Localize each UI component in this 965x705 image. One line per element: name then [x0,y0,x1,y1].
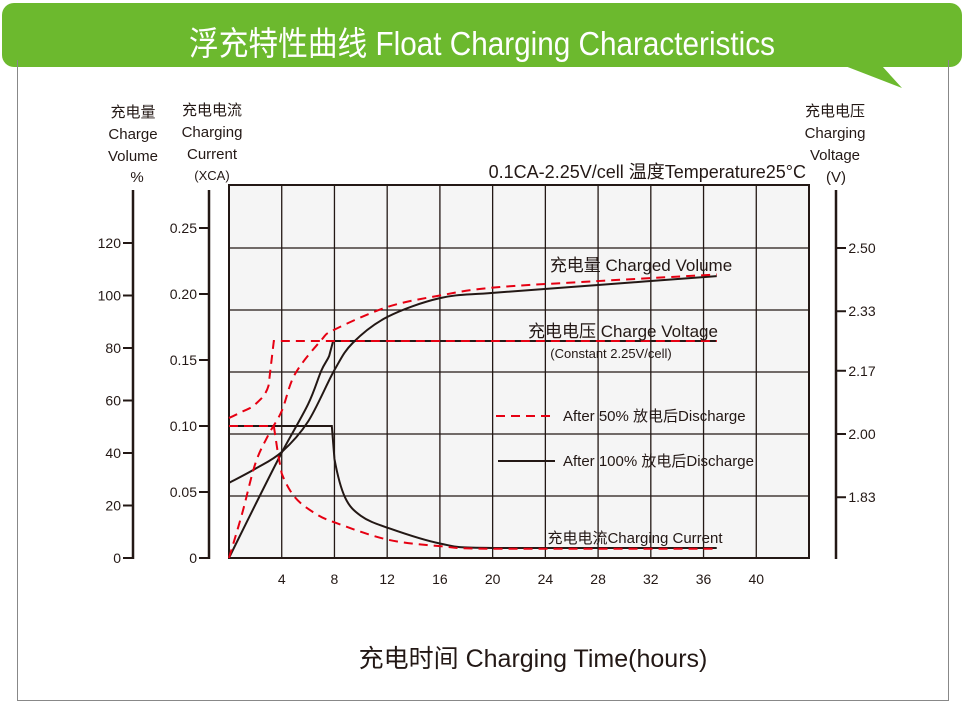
legend-label-100: After 100% 放电后Discharge [563,453,754,470]
title-banner: 浮充特性曲线 Float Charging Characteristics [2,3,962,67]
chart-frame [17,60,949,701]
axes: 4 8 12 16 20 24 28 32 36 40 0 20 40 60 80 100 120 0 0.05 0.… [98,190,876,587]
series-100pct-voltage-line [228,340,717,559]
current-axis-label-en2: Current [187,146,238,163]
current-axis-label-cn: 充电电流 [182,102,242,119]
annotation-constant-voltage: (Constant 2.25V/cell) [550,346,671,361]
banner-tail [845,66,902,88]
volume-tick-label: 100 [98,288,122,304]
x-tick-label: 20 [485,571,501,587]
x-tick-label: 4 [278,571,286,587]
voltage-axis-label-cn: 充电电压 [805,103,865,120]
voltage-tick-label: 2.00 [848,426,875,442]
chart-title: 0.1CA-2.25V/cell 温度Temperature25°C [489,162,806,182]
current-tick-label: 0.05 [170,484,197,500]
current-tick-label: 0.20 [170,286,197,302]
voltage-tick-label: 1.83 [848,489,875,505]
voltage-tick-label: 2.17 [848,363,875,379]
voltage-tick-label: 2.50 [848,240,875,256]
series-100pct-volume-line [228,275,717,484]
series-50pct-volume-line [228,273,717,559]
banner-title: 浮充特性曲线 Float Charging Characteristics [189,25,775,62]
annotation-charge-voltage: 充电电压 Charge Voltage [528,322,718,341]
volume-tick-label: 120 [98,235,122,251]
curves [228,273,717,559]
volume-axis-header: 充电量 Charge Volume % [108,104,158,186]
current-tick-label: 0 [189,550,197,566]
volume-tick-label: 60 [105,393,121,409]
voltage-axis-unit: (V) [826,169,846,186]
x-tick-label: 32 [643,571,659,587]
x-tick-label: 40 [748,571,764,587]
voltage-axis-header: 充电电压 Charging Voltage (V) [805,103,866,186]
voltage-tick-label: 2.33 [848,303,875,319]
current-tick-label: 0.25 [170,220,197,236]
legend-label-50: After 50% 放电后Discharge [563,408,746,425]
volume-axis-unit: % [130,169,143,186]
x-tick-label: 8 [331,571,339,587]
series-100pct-current-line [229,425,717,549]
volume-tick-label: 40 [105,445,121,461]
voltage-axis-label-en1: Charging [805,125,866,142]
volume-tick-label: 20 [105,498,121,514]
x-tick-label: 24 [538,571,554,587]
legend: After 50% 放电后Discharge After 100% 放电后Dis… [496,408,754,470]
volume-tick-label: 80 [105,340,121,356]
current-tick-label: 0.10 [170,418,197,434]
volume-axis-label-en1: Charge [108,126,157,143]
x-tick-label: 12 [379,571,395,587]
volume-axis-label-en2: Volume [108,148,158,165]
x-tick-label: 36 [696,571,712,587]
voltage-axis-label-en2: Voltage [810,147,860,164]
current-tick-label: 0.15 [170,352,197,368]
x-axis-title: 充电时间 Charging Time(hours) [359,645,708,673]
current-axis-header: 充电电流 Charging Current (XCA) [182,102,243,183]
current-axis-unit: (XCA) [194,168,229,183]
series-50pct-voltage-line [228,340,717,419]
volume-tick-label: 0 [113,550,121,566]
annotation-charging-current: 充电电流Charging Current [547,530,723,547]
annotation-charged-volume: 充电量 Charged Volume [550,256,732,275]
volume-axis-label-cn: 充电量 [110,104,155,121]
x-tick-label: 28 [590,571,606,587]
current-axis-label-en1: Charging [182,124,243,141]
x-tick-label: 16 [432,571,448,587]
series-50pct-current-line [229,425,717,550]
